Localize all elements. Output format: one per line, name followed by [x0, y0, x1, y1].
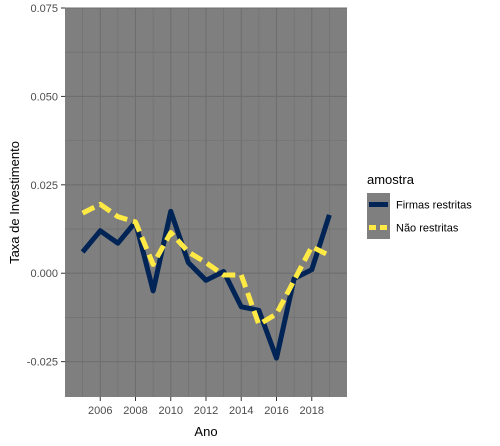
- y-axis: -0.025 0.000 0.025 0.050 0.075: [27, 3, 65, 369]
- x-axis-title: Ano: [194, 424, 217, 439]
- legend-items: Firmas restritas Não restritas: [367, 193, 472, 239]
- x-tick-label: 2018: [300, 405, 324, 417]
- y-tick-label: 0.075: [30, 3, 58, 15]
- x-tick-label: 2010: [159, 405, 183, 417]
- y-tick-label: 0.025: [30, 180, 58, 192]
- y-tick-label: 0.000: [30, 268, 58, 280]
- y-axis-title: Taxa de Investimento: [7, 141, 22, 264]
- x-tick-label: 2006: [88, 405, 112, 417]
- legend-label: Firmas restritas: [396, 200, 472, 212]
- legend-title: amostra: [367, 172, 415, 187]
- x-tick-label: 2012: [194, 405, 218, 417]
- legend-label: Não restritas: [396, 223, 459, 235]
- x-tick-label: 2014: [229, 405, 253, 417]
- legend: amostra Firmas restritas Não restritas: [367, 172, 472, 239]
- x-tick-label: 2008: [123, 405, 147, 417]
- x-tick-label: 2016: [264, 405, 288, 417]
- y-tick-label: -0.025: [27, 357, 58, 369]
- y-tick-label: 0.050: [30, 91, 58, 103]
- x-axis: 2006 2008 2010 2012 2014 2016 2018: [88, 397, 324, 417]
